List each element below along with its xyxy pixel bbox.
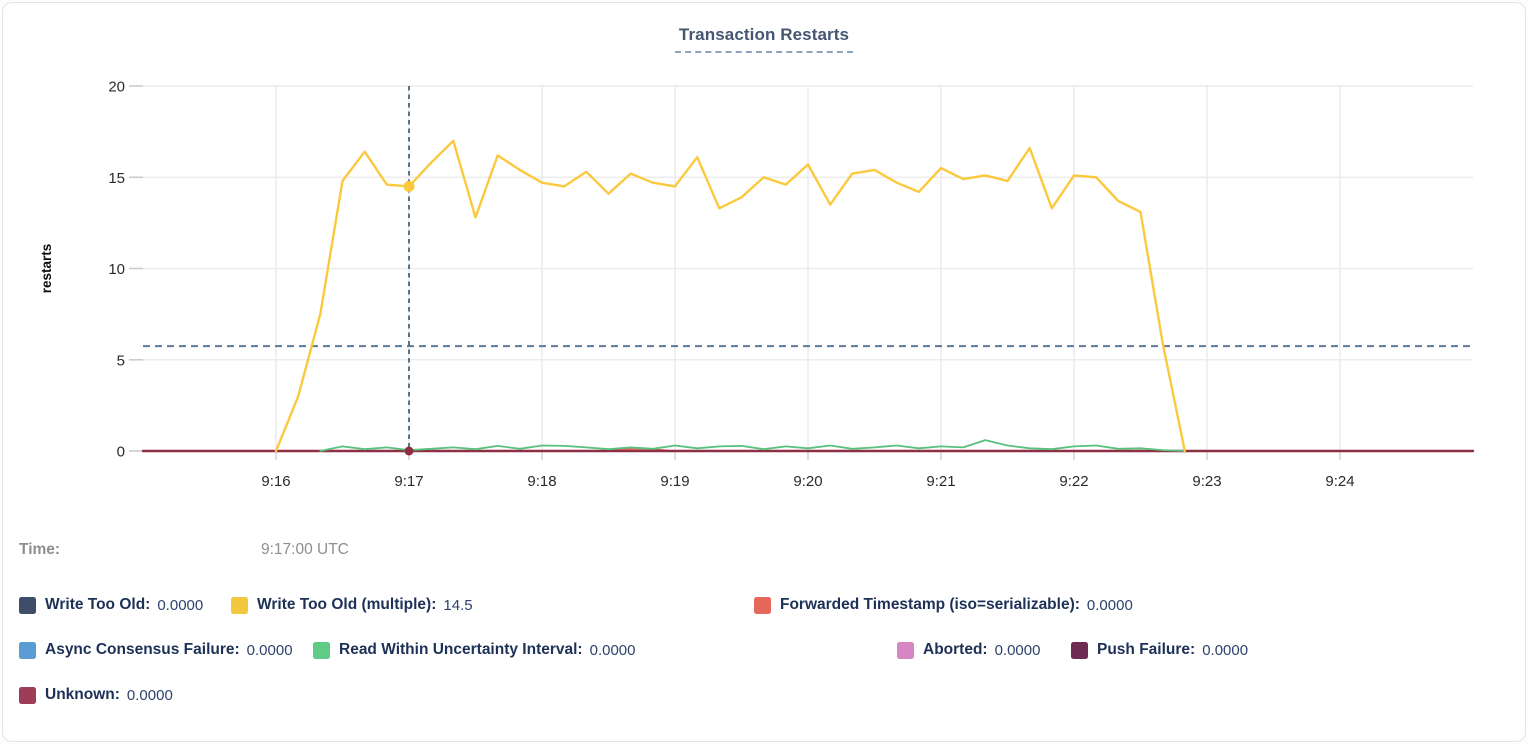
legend-item-forwarded-timestamp: Forwarded Timestamp (iso=serializable): … [754,592,1133,618]
legend-item-unknown: Unknown: 0.0000 [19,682,173,708]
x-tick-label: 9:21 [926,473,955,490]
legend-item-async-consensus-failure: Async Consensus Failure: 0.0000 [19,637,293,663]
y-axis-label: restarts [39,244,54,294]
legend-value: 14.5 [443,596,473,614]
y-tick-label: 15 [108,170,125,187]
legend-label: Async Consensus Failure: [45,641,240,658]
x-tick-label: 9:22 [1059,473,1088,490]
legend-value: 0.0000 [157,596,204,614]
x-tick-label: 9:19 [660,473,689,490]
crosshair-dot-unknown [404,446,414,456]
chart-area[interactable]: 0 5 10 15 20 9:16 9:17 9:18 9:19 9:20 9:21 9:22 9:23… [3,3,1528,523]
legend-label: Push Failure: [1097,641,1196,658]
legend-item-write-too-old-multiple: Write Too Old (multiple): 14.5 [231,592,473,618]
legend-value: 0.0000 [126,686,173,704]
legend-swatch [19,641,36,659]
legend-value: 0.0000 [246,641,293,659]
y-tick-label: 20 [108,79,125,96]
chart-title[interactable]: Transaction Restarts [674,25,854,53]
legend-label: Unknown: [45,686,120,703]
legend-label: Read Within Uncertainty Interval: [339,641,583,658]
legend-label: Write Too Old (multiple): [257,596,437,613]
x-tick-label: 9:23 [1192,473,1221,490]
legend-value: 0.0000 [1086,596,1133,614]
y-tick-label: 0 [117,444,125,461]
legend-item-push-failure: Push Failure: 0.0000 [1071,637,1248,663]
legend-item-write-too-old: Write Too Old: 0.0000 [19,592,203,618]
legend-label: Write Too Old: [45,596,151,613]
series-write-too-old-multiple [274,139,1187,453]
legend-label: Forwarded Timestamp (iso=serializable): [780,596,1080,613]
series-read-within-uncertainty-interval [319,439,1186,452]
y-tick-label: 10 [108,261,125,278]
time-label: Time: [19,541,61,558]
legend-item-aborted: Aborted: 0.0000 [897,637,1040,663]
legend-label: Aborted: [923,641,988,658]
legend-item-read-within-uncertainty-interval: Read Within Uncertainty Interval: 0.0000 [313,637,636,663]
chart-title-row: Transaction Restarts [3,25,1525,53]
legend: Write Too Old: 0.0000 Write Too Old (mul… [3,592,1528,732]
legend-swatch [754,596,771,614]
legend-value: 0.0000 [994,641,1041,659]
x-tick-label: 9:24 [1325,473,1354,490]
legend-swatch [19,686,36,704]
x-tick-label: 9:18 [527,473,556,490]
x-tick-label: 9:17 [394,473,423,490]
legend-swatch [19,596,36,614]
legend-swatch [1071,641,1088,659]
legend-swatch [897,641,914,659]
hover-time-row: Time: 9:17:00 UTC [3,539,1528,567]
x-tick-label: 9:16 [261,473,290,490]
legend-value: 0.0000 [589,641,636,659]
legend-swatch [231,596,248,614]
legend-swatch [313,641,330,659]
x-tick-label: 9:20 [793,473,822,490]
legend-value: 0.0000 [1202,641,1249,659]
chart-canvas[interactable]: 0 5 10 15 20 9:16 9:17 9:18 9:19 9:20 9:21 9:22 9:23… [3,3,1528,523]
time-value: 9:17:00 UTC [261,541,349,558]
crosshair-dot-write-too-old-multiple [403,180,415,192]
y-tick-label: 5 [117,352,125,369]
